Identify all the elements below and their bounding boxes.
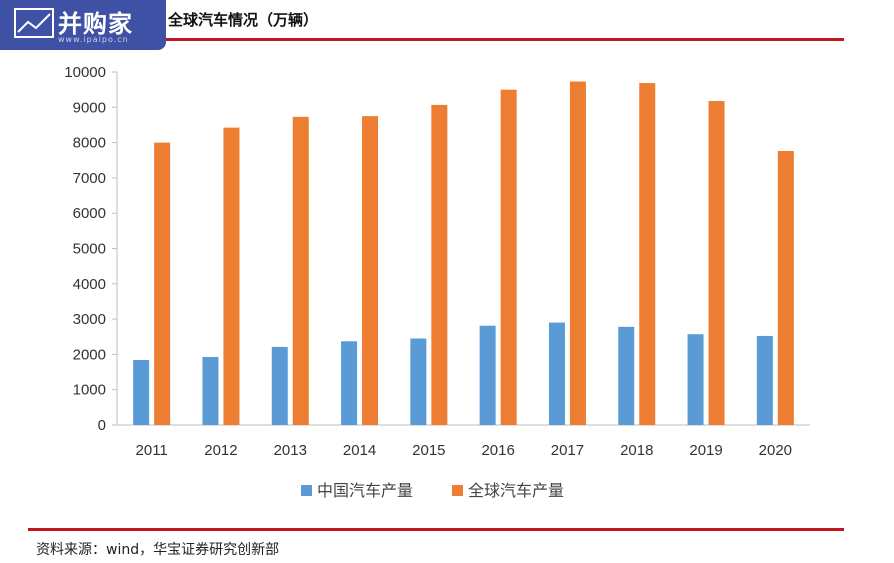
x-tick-label: 2019 (689, 442, 722, 459)
logo-url: www.ipaipo.cn (58, 35, 129, 44)
legend-swatch (301, 485, 312, 496)
y-tick-label: 8000 (73, 135, 106, 152)
bar-global (362, 116, 379, 425)
x-tick-label: 2015 (412, 442, 445, 459)
y-tick-label: 0 (98, 417, 106, 434)
y-tick-label: 3000 (73, 311, 106, 328)
bar-china (687, 334, 704, 425)
y-tick-label: 9000 (73, 99, 106, 116)
x-tick-label: 2016 (481, 442, 514, 459)
bar-global (292, 116, 309, 426)
x-tick-label: 2018 (620, 442, 653, 459)
legend-swatch (452, 485, 463, 496)
bar-china (618, 326, 635, 425)
y-tick-label: 2000 (73, 346, 106, 363)
bar-global (154, 142, 171, 425)
x-tick-label: 2020 (759, 442, 792, 459)
x-tick-label: 2017 (551, 442, 584, 459)
bar-global (708, 100, 725, 426)
y-tick-label: 5000 (73, 241, 106, 258)
y-tick-label: 6000 (73, 205, 106, 222)
y-tick-label: 10000 (64, 64, 106, 81)
bar-china (756, 335, 773, 425)
bar-china (341, 341, 358, 425)
bar-chart: 0 1000 2000 3000 4000 5000 6000 7000 8000 9000 100… (64, 64, 810, 500)
bar-china (202, 356, 219, 425)
x-tick-label: 2013 (274, 442, 307, 459)
x-tick-label: 2011 (136, 442, 168, 459)
bar-china (410, 338, 427, 425)
chart-trend-icon (14, 8, 54, 38)
bar-global (569, 81, 586, 425)
logo-text: 并购家 (58, 10, 133, 38)
y-tick-label: 1000 (73, 382, 106, 399)
bar-global (777, 151, 794, 425)
chart-title: 全球汽车情况（万辆） (168, 11, 319, 29)
bar-china (133, 359, 150, 425)
source-note: 资料来源：wind，华宝证券研究创新部 (36, 542, 280, 558)
legend-label: 全球汽车产量 (468, 481, 564, 500)
bar-global (500, 89, 517, 426)
bar-china (479, 325, 496, 425)
bar-global (639, 83, 656, 425)
trend-line (17, 13, 51, 33)
bar-china (271, 346, 288, 425)
legend-label: 中国汽车产量 (317, 481, 413, 500)
bar-global (431, 104, 448, 425)
y-tick-label: 7000 (73, 170, 106, 187)
top-divider (166, 38, 844, 41)
logo: 并购家 www.ipaipo.cn (0, 0, 166, 50)
bar-china (548, 322, 565, 425)
bar-global (223, 127, 240, 425)
x-tick-label: 2014 (343, 442, 376, 459)
x-tick-label: 2012 (204, 442, 237, 459)
bottom-divider (28, 528, 844, 531)
y-tick-label: 4000 (73, 276, 106, 293)
trend-line-icon (17, 13, 51, 33)
